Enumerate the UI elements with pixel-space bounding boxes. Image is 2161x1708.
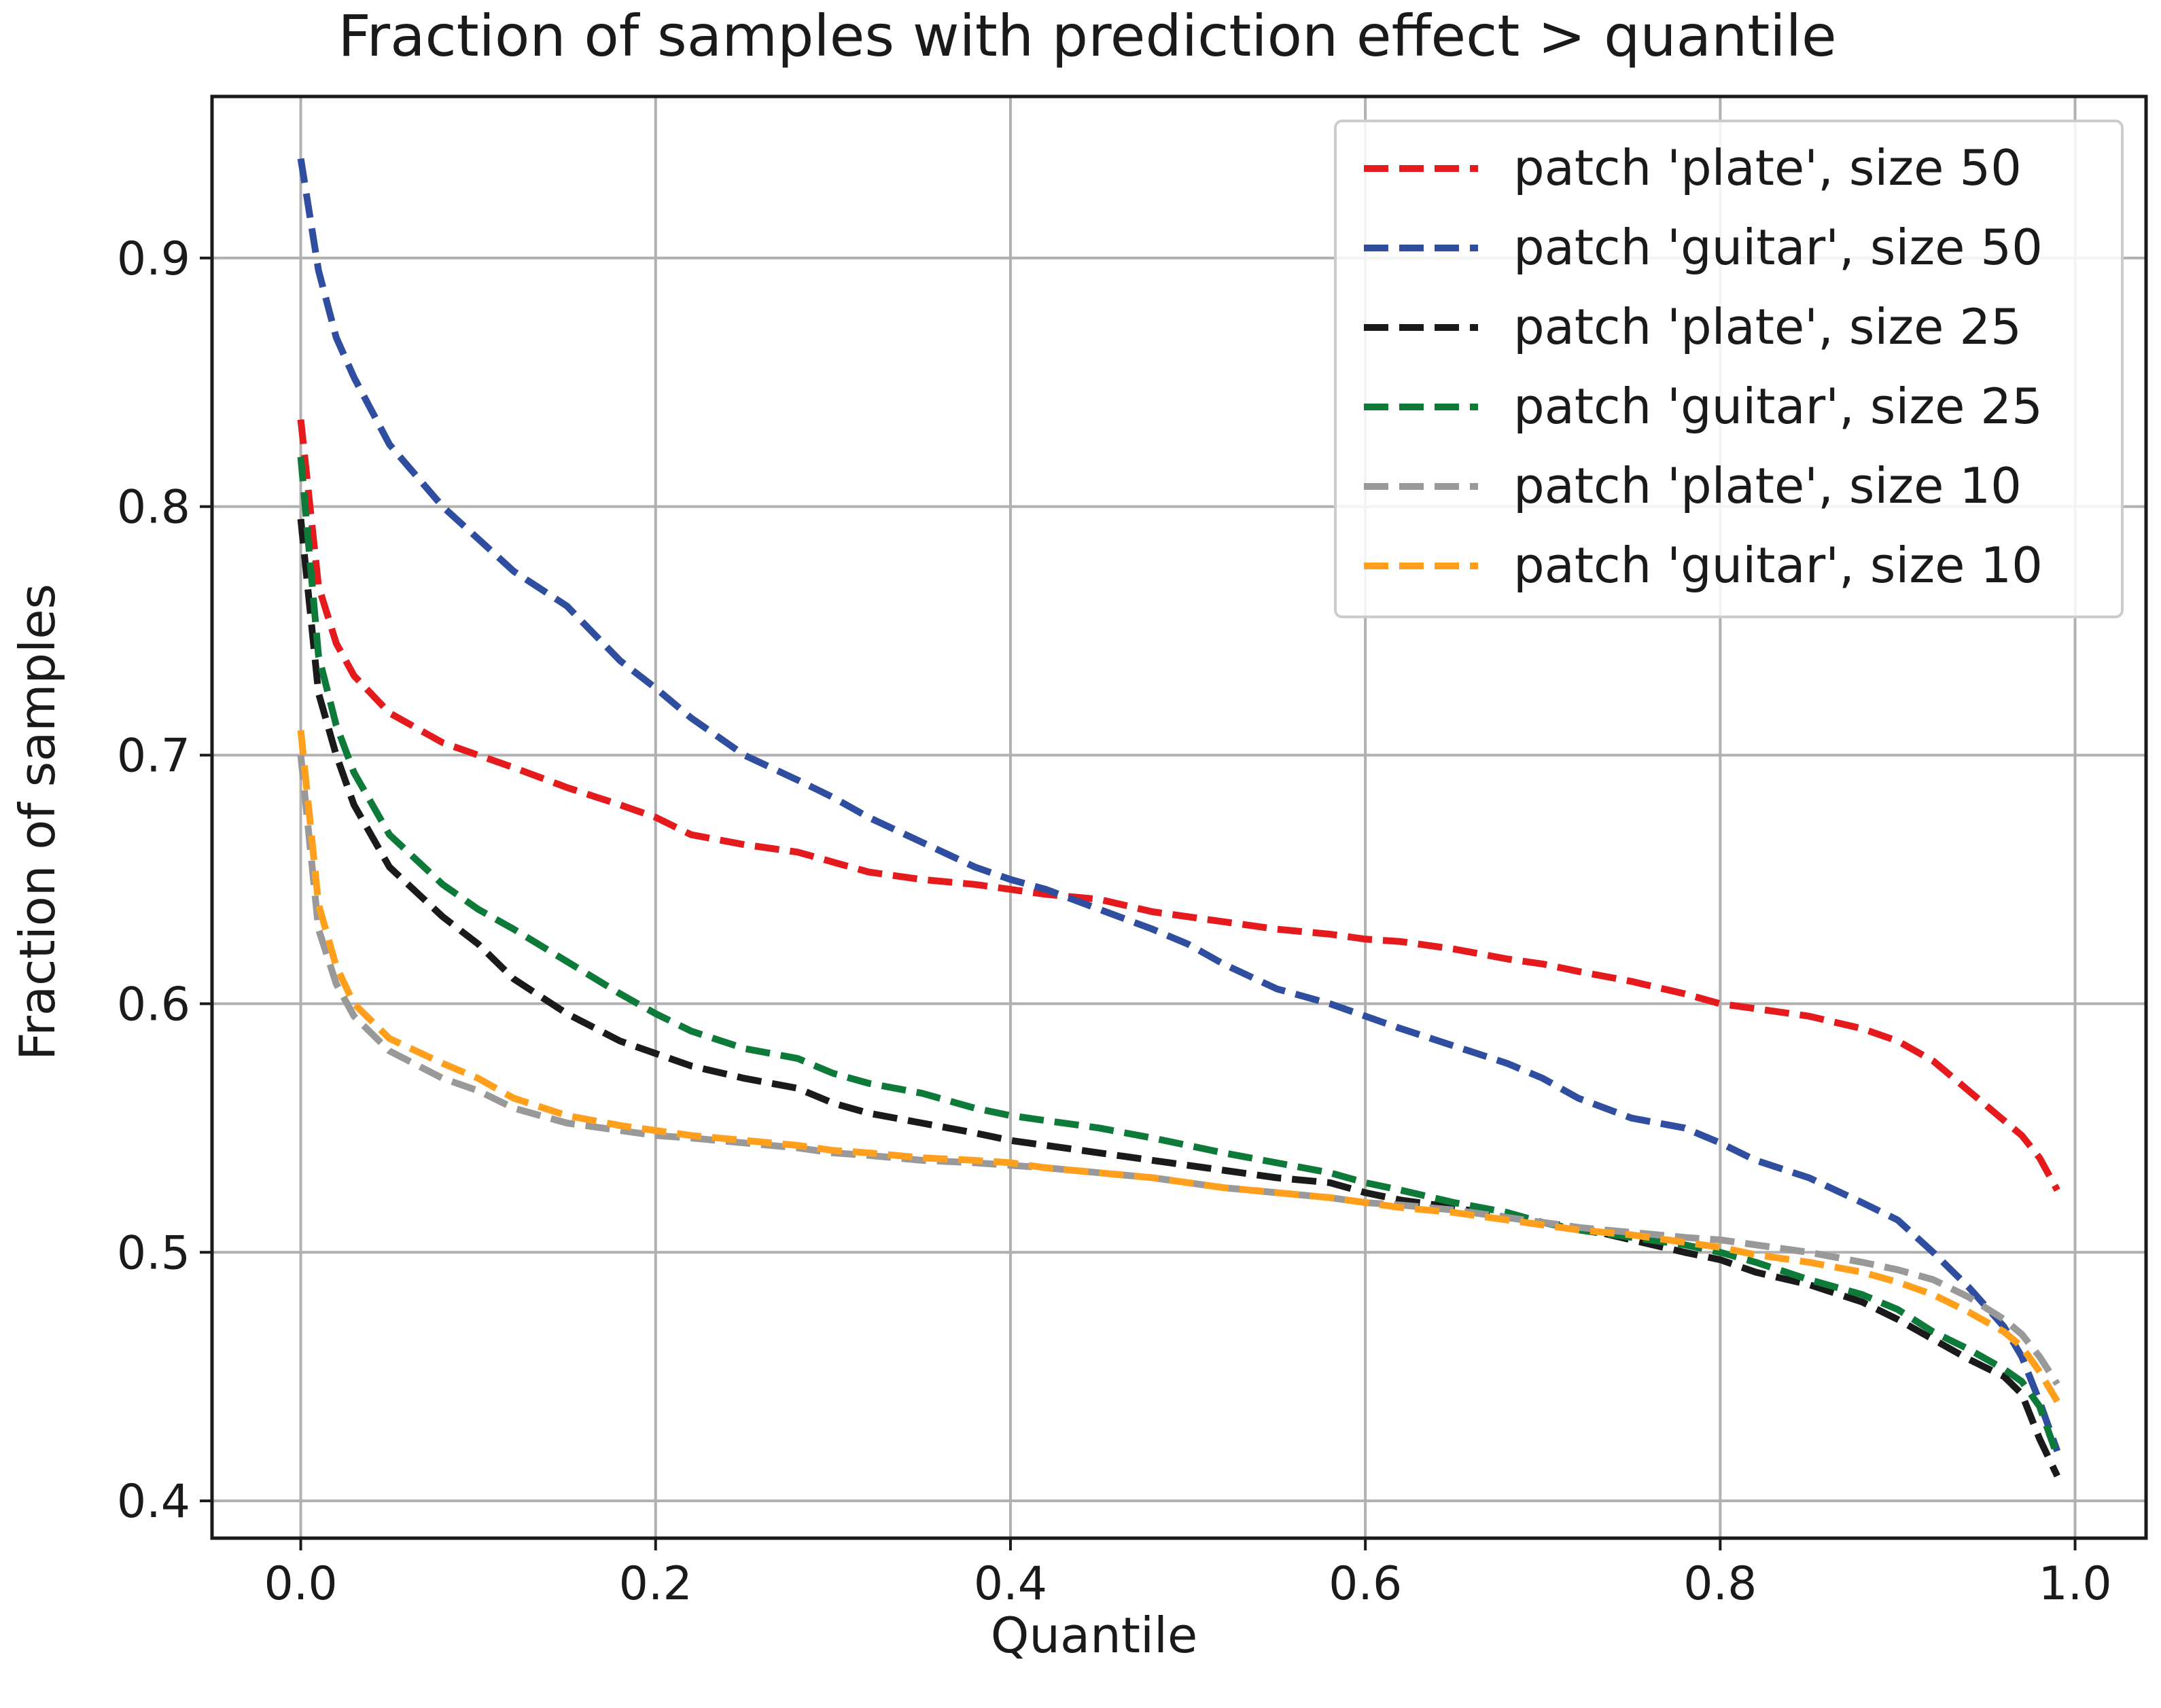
axis-ticks: 0.0 0.2 0.4 0.6 0.8 1.0 0.4 0.5 0.6 0.7 0.8 0.9 bbox=[117, 232, 2112, 1611]
legend-entry: patch 'guitar', size 10 bbox=[1364, 537, 2043, 594]
legend-label: patch 'guitar', size 50 bbox=[1513, 219, 2043, 276]
series-line-3 bbox=[297, 518, 2060, 1478]
plot-area-frame bbox=[210, 94, 2148, 1540]
series-line-4 bbox=[297, 457, 2061, 1457]
legend-box bbox=[1334, 120, 2124, 618]
legend-entry: patch 'plate', size 50 bbox=[1364, 139, 2022, 196]
legend-label: patch 'plate', size 50 bbox=[1513, 139, 2022, 196]
x-axis-label: Quantile bbox=[991, 1607, 1198, 1664]
legend-entries: patch 'plate', size 50 patch 'guitar', si… bbox=[1364, 139, 2043, 594]
y-tick-label: 0.7 bbox=[117, 730, 190, 783]
y-tick-label: 0.6 bbox=[117, 978, 190, 1031]
series-line-1 bbox=[297, 419, 2060, 1192]
series-line-6 bbox=[297, 730, 2060, 1404]
x-tick-label: 0.0 bbox=[264, 1557, 337, 1611]
x-tick-label: 0.4 bbox=[974, 1557, 1047, 1611]
legend-label: patch 'guitar', size 10 bbox=[1513, 537, 2043, 594]
legend-entry: patch 'plate', size 10 bbox=[1364, 457, 2022, 514]
x-tick-label: 0.6 bbox=[1329, 1557, 1402, 1611]
y-axis-label: Fraction of samples bbox=[9, 584, 66, 1061]
legend-label: patch 'guitar', size 25 bbox=[1513, 378, 2043, 435]
legend-label: patch 'plate', size 10 bbox=[1513, 457, 2022, 514]
y-tick-label: 0.4 bbox=[117, 1475, 190, 1529]
legend-entry: patch 'plate', size 25 bbox=[1364, 298, 2022, 355]
series-line-2 bbox=[297, 158, 2061, 1453]
x-tick-label: 0.2 bbox=[619, 1557, 692, 1611]
series-lines bbox=[297, 158, 2061, 1478]
chart-title: Fraction of samples with prediction effe… bbox=[338, 3, 1836, 69]
legend: patch 'plate', size 50 patch 'guitar', si… bbox=[1334, 120, 2124, 618]
x-tick-label: 1.0 bbox=[2038, 1557, 2111, 1611]
legend-entry: patch 'guitar', size 25 bbox=[1364, 378, 2043, 435]
legend-label: patch 'plate', size 25 bbox=[1513, 298, 2022, 355]
y-tick-label: 0.5 bbox=[117, 1226, 190, 1280]
y-tick-label: 0.9 bbox=[117, 232, 190, 286]
legend-entry: patch 'guitar', size 50 bbox=[1364, 219, 2043, 276]
y-tick-label: 0.8 bbox=[117, 481, 190, 535]
x-tick-label: 0.8 bbox=[1683, 1557, 1757, 1611]
